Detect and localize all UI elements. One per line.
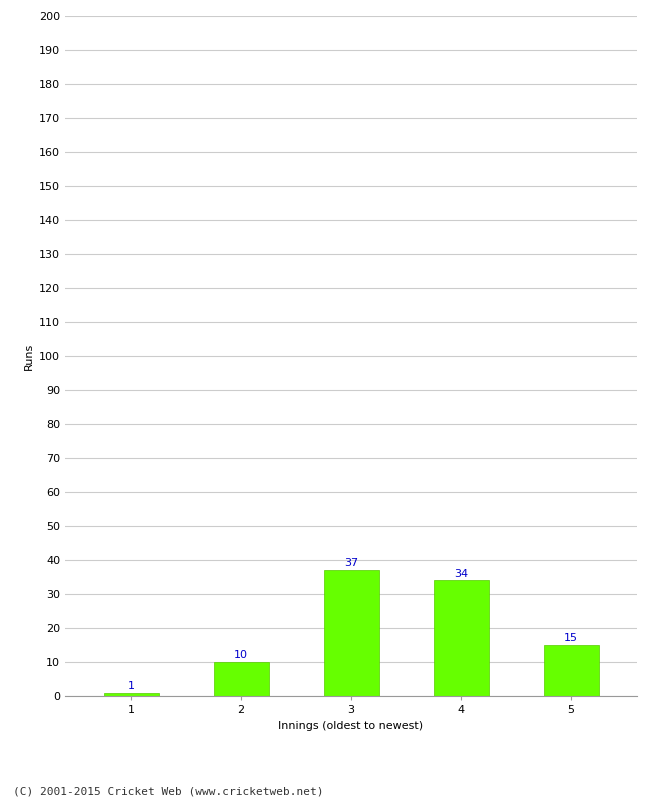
Text: 1: 1 [127,681,135,691]
Text: 37: 37 [344,558,358,569]
Bar [324,570,378,696]
Bar [213,662,268,696]
Bar [543,645,599,696]
X-axis label: Innings (oldest to newest): Innings (oldest to newest) [278,721,424,730]
Text: 10: 10 [234,650,248,660]
Bar [103,693,159,696]
Text: (C) 2001-2015 Cricket Web (www.cricketweb.net): (C) 2001-2015 Cricket Web (www.cricketwe… [13,786,324,796]
Text: 15: 15 [564,634,578,643]
Bar [434,581,489,696]
Y-axis label: Runs: Runs [23,342,33,370]
Text: 34: 34 [454,569,468,578]
